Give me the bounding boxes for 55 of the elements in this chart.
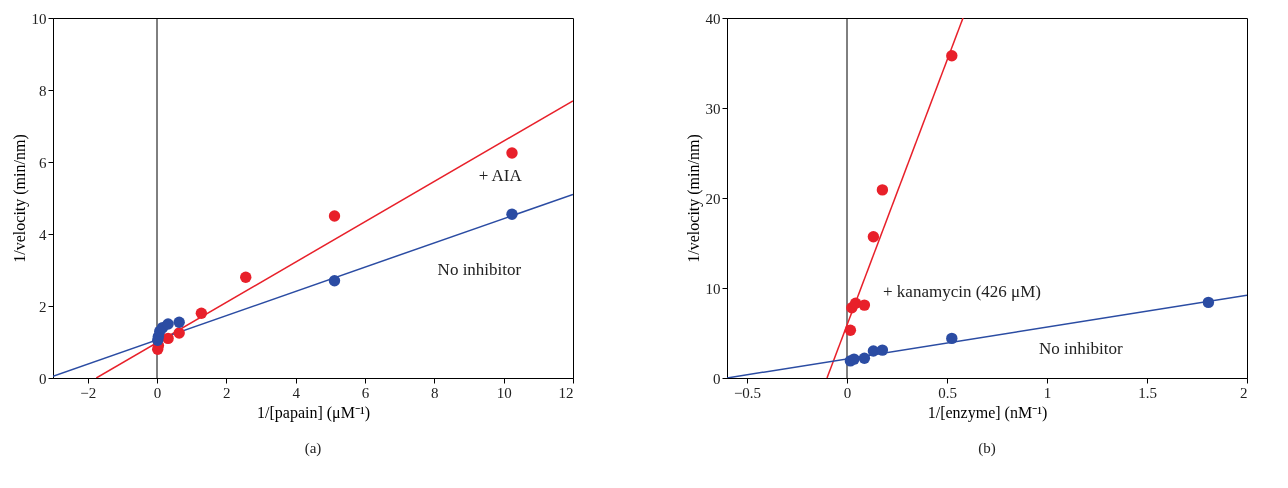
y-axis-title: 1/velocity (min/nm) xyxy=(684,134,703,263)
point xyxy=(1202,296,1215,309)
point xyxy=(328,275,341,287)
point xyxy=(844,324,857,336)
y-tick-label: 20 xyxy=(705,190,721,207)
x-tick-label: 10 xyxy=(496,384,512,401)
x-axis-title: 1/[papain] (μM⁻¹) xyxy=(256,403,371,422)
y-tick-label: 30 xyxy=(705,100,721,117)
point xyxy=(506,208,518,220)
y-tick-label: 0 xyxy=(713,370,721,387)
y-tick-label: 40 xyxy=(705,10,721,27)
text: (a) xyxy=(304,440,322,457)
y-tick-label: 2 xyxy=(39,298,47,315)
x-tick-label: 0.5 xyxy=(938,384,957,401)
point xyxy=(240,271,252,283)
y-tick-label: 8 xyxy=(39,82,47,99)
x-tick-label: 6 xyxy=(361,384,370,401)
y-tick-label: 10 xyxy=(705,280,721,297)
x-tick-label: 1 xyxy=(1043,384,1052,401)
point xyxy=(858,299,871,311)
point xyxy=(173,316,185,328)
point xyxy=(162,332,174,345)
y-tick-label: 6 xyxy=(39,154,47,171)
point xyxy=(848,353,860,365)
point xyxy=(946,332,958,345)
point xyxy=(867,231,880,243)
annotation: + AIA xyxy=(478,166,523,186)
x-axis-title: 1/[enzyme] (nM⁻¹) xyxy=(927,403,1048,422)
x-tick-label: 4 xyxy=(292,384,301,401)
x-tick-label: 12 xyxy=(558,384,574,401)
point xyxy=(195,307,208,319)
point xyxy=(328,210,341,222)
x-tick-label: 1.5 xyxy=(1138,384,1157,401)
annotation: No inhibitor xyxy=(1039,339,1123,359)
point xyxy=(876,344,889,356)
x-tick-label: 0 xyxy=(843,384,852,401)
y-tick-label: 10 xyxy=(31,10,47,27)
x-tick-label: 0 xyxy=(153,384,162,401)
x-tick-label: 2 xyxy=(223,384,231,401)
y-axis-title: 1/velocity (min/nm) xyxy=(10,134,29,263)
point xyxy=(858,352,871,364)
y-tick-label: 4 xyxy=(39,226,47,243)
point xyxy=(162,318,174,330)
text: (b) xyxy=(978,440,996,457)
y-tick-label: 0 xyxy=(39,370,47,387)
x-tick-label: 8 xyxy=(431,384,439,401)
x-tick-label: −2 xyxy=(80,384,97,401)
annotation: No inhibitor xyxy=(437,260,522,279)
point xyxy=(506,147,518,159)
x-tick-label: −0.5 xyxy=(733,384,762,401)
point xyxy=(173,327,185,339)
annotation: + kanamycin (426 μM) xyxy=(883,281,1041,301)
x-tick-label: 2 xyxy=(1240,384,1248,401)
point xyxy=(946,50,958,62)
point xyxy=(876,184,889,196)
